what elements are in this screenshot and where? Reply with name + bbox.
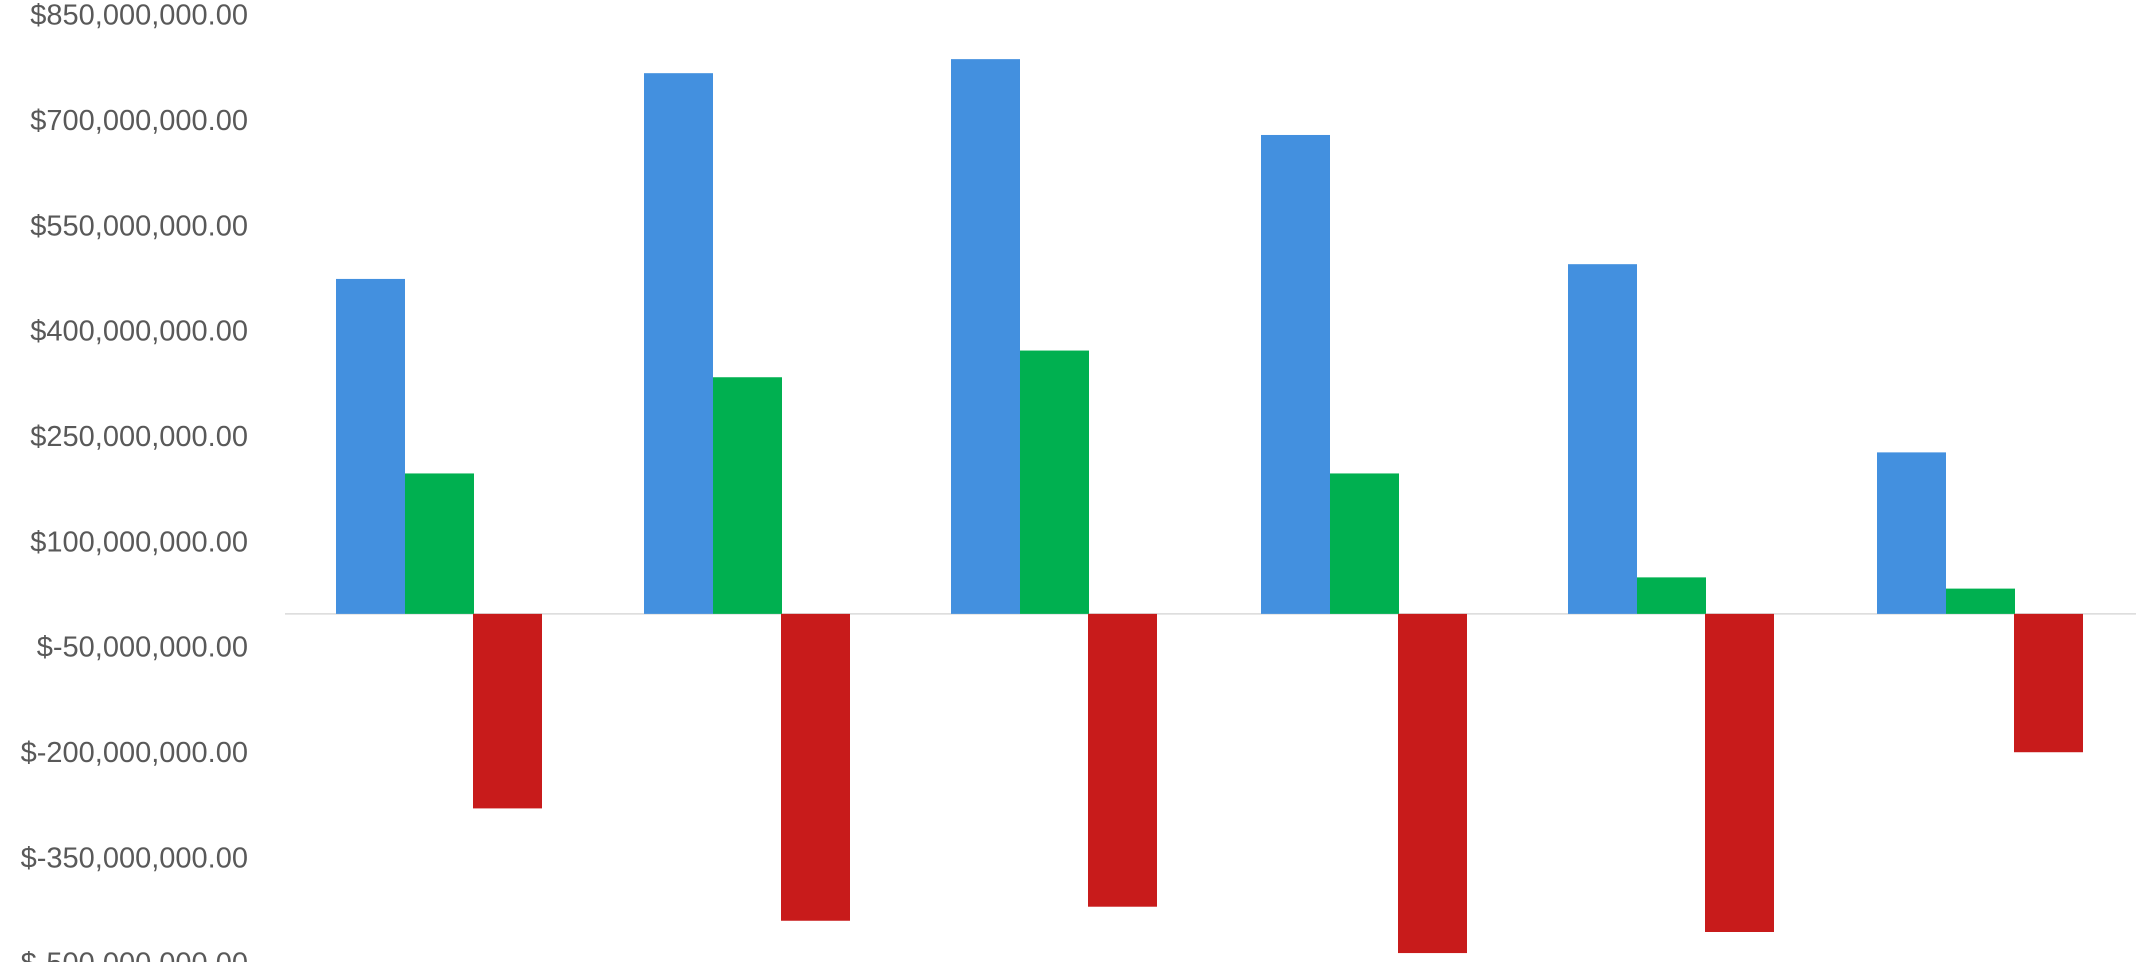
- bar-series-2-group-6: [1946, 588, 2015, 614]
- y-tick-label: $100,000,000.00: [30, 526, 248, 558]
- y-tick-label: $850,000,000.00: [30, 0, 248, 32]
- bar-series-1-group-6: [1877, 452, 1946, 614]
- bar-series-2-group-2: [713, 377, 782, 614]
- bar-series-3-group-2: [781, 613, 850, 921]
- bar-series-2-group-1: [405, 473, 474, 614]
- y-tick-label: $-500,000,000.00: [21, 948, 248, 962]
- bar-series-2-group-3: [1020, 350, 1089, 614]
- bar-series-1-group-1: [336, 278, 405, 614]
- bar-series-3-group-1: [473, 613, 542, 809]
- y-tick-label: $-50,000,000.00: [37, 632, 248, 664]
- bar-series-1-group-3: [951, 59, 1020, 614]
- y-tick-label: $400,000,000.00: [30, 316, 248, 348]
- bar-series-2-group-5: [1637, 577, 1706, 614]
- y-tick-label: $550,000,000.00: [30, 210, 248, 242]
- bar-series-1-group-4: [1261, 134, 1330, 614]
- bar-series-3-group-6: [2014, 613, 2083, 753]
- bar-series-1-group-5: [1568, 264, 1637, 614]
- y-tick-label: $-200,000,000.00: [21, 737, 248, 769]
- bar-series-3-group-3: [1088, 613, 1157, 907]
- y-tick-label: $250,000,000.00: [30, 421, 248, 453]
- bar-series-2-group-4: [1330, 473, 1399, 614]
- y-tick-label: $700,000,000.00: [30, 105, 248, 137]
- bar-series-3-group-5: [1705, 613, 1774, 932]
- bar-series-3-group-4: [1398, 613, 1467, 954]
- y-tick-label: $-350,000,000.00: [21, 842, 248, 874]
- bar-series-1-group-2: [644, 73, 713, 614]
